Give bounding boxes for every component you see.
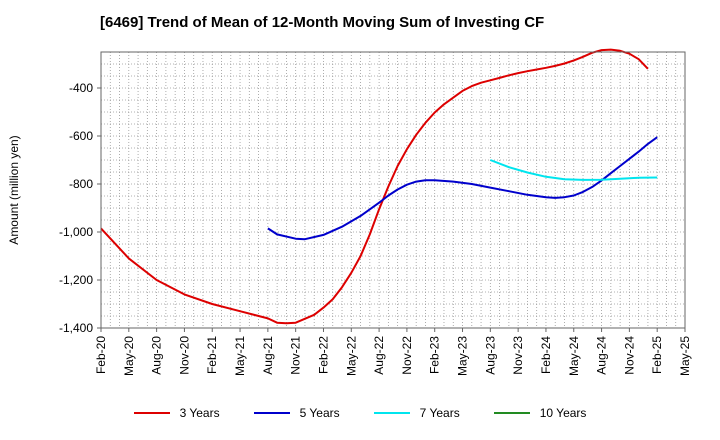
series-line-7-years bbox=[489, 159, 658, 181]
x-tick-label: Nov-23 bbox=[511, 336, 525, 375]
legend-label: 7 Years bbox=[419, 406, 460, 420]
x-tick-label: May-23 bbox=[456, 336, 470, 376]
x-tick-label: Feb-22 bbox=[316, 336, 330, 374]
x-tick-label: Aug-21 bbox=[261, 336, 275, 375]
legend-item: 7 Years bbox=[373, 406, 460, 420]
legend-label: 10 Years bbox=[539, 406, 587, 420]
legend-swatch bbox=[373, 412, 410, 414]
y-tick-label: -800 bbox=[69, 177, 93, 191]
x-tick-label: May-20 bbox=[122, 336, 136, 376]
legend-swatch bbox=[133, 412, 170, 414]
series-line-5-years bbox=[267, 136, 658, 241]
x-tick-label: Feb-23 bbox=[428, 336, 442, 374]
x-tick-label: Nov-22 bbox=[400, 336, 414, 375]
x-tick-label: May-21 bbox=[233, 336, 247, 376]
x-tick-label: Aug-23 bbox=[483, 336, 497, 375]
x-tick-label: Feb-25 bbox=[650, 336, 664, 374]
x-tick-label: Nov-24 bbox=[622, 336, 636, 375]
legend-label: 5 Years bbox=[299, 406, 340, 420]
x-tick-label: Nov-21 bbox=[289, 336, 303, 375]
legend-swatch bbox=[493, 412, 530, 414]
legend-swatch bbox=[253, 412, 290, 414]
legend: 3 Years 5 Years 7 Years 10 Years bbox=[0, 406, 720, 420]
legend-item: 3 Years bbox=[133, 406, 220, 420]
legend-item: 5 Years bbox=[253, 406, 340, 420]
y-tick-label: -400 bbox=[69, 81, 93, 95]
chart-title: [6469] Trend of Mean of 12-Month Moving … bbox=[100, 14, 545, 31]
plot-frame bbox=[100, 51, 686, 329]
legend-label: 3 Years bbox=[179, 406, 220, 420]
x-tick-label: Feb-20 bbox=[94, 336, 108, 374]
y-tick-label: -1,200 bbox=[59, 273, 93, 287]
x-tick-label: Feb-24 bbox=[539, 336, 553, 374]
x-tick-label: Aug-24 bbox=[595, 336, 609, 375]
x-tick-label: Nov-20 bbox=[177, 336, 191, 375]
legend-item: 10 Years bbox=[493, 406, 587, 420]
x-tick-label: May-22 bbox=[344, 336, 358, 376]
y-tick-label: -1,000 bbox=[59, 225, 93, 239]
series-line-3-years bbox=[100, 48, 649, 325]
x-tick-label: Feb-21 bbox=[205, 336, 219, 374]
x-tick-label: May-24 bbox=[567, 336, 581, 376]
x-tick-label: Aug-20 bbox=[150, 336, 164, 375]
y-tick-label: -1,400 bbox=[59, 321, 93, 335]
x-tick-label: Aug-22 bbox=[372, 336, 386, 375]
x-tick-label: May-25 bbox=[678, 336, 692, 376]
y-tick-label: -600 bbox=[69, 129, 93, 143]
